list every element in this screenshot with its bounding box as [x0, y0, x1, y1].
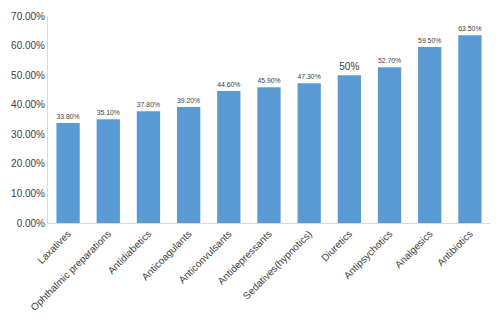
svg-text:Diuretics: Diuretics [319, 228, 354, 263]
svg-text:52.70%: 52.70% [378, 57, 401, 64]
svg-text:37.80%: 37.80% [137, 101, 160, 108]
svg-text:50.00%: 50.00% [11, 70, 45, 81]
svg-text:45.90%: 45.90% [257, 77, 280, 84]
svg-text:10.00%: 10.00% [11, 188, 45, 199]
svg-text:Anticonvulsants: Anticonvulsants [176, 228, 233, 285]
svg-text:70.00%: 70.00% [11, 11, 45, 22]
svg-text:0.00%: 0.00% [17, 218, 45, 229]
svg-text:44.60%: 44.60% [217, 81, 240, 88]
svg-text:Antipsychotics: Antipsychotics [342, 228, 395, 281]
svg-text:33.80%: 33.80% [56, 113, 79, 120]
svg-text:Ophthalmic preparations: Ophthalmic preparations [28, 228, 113, 313]
svg-text:Laxatives: Laxatives [35, 228, 73, 266]
svg-text:Sedatives(hypnotics): Sedatives(hypnotics) [241, 228, 314, 301]
svg-text:Anticoagulants: Anticoagulants [139, 228, 193, 282]
svg-text:50%: 50% [339, 61, 359, 72]
svg-text:Antidepressants: Antidepressants [215, 228, 273, 286]
svg-text:35.10%: 35.10% [97, 109, 120, 116]
svg-text:Antidiabetics: Antidiabetics [106, 228, 154, 276]
svg-text:Antibiotics: Antibiotics [435, 228, 475, 268]
svg-text:20.00%: 20.00% [11, 158, 45, 169]
svg-text:30.00%: 30.00% [11, 129, 45, 140]
svg-text:47.30%: 47.30% [298, 73, 321, 80]
svg-text:39.20%: 39.20% [177, 97, 200, 104]
svg-text:Analgesics: Analgesics [393, 228, 435, 270]
svg-text:60.00%: 60.00% [11, 40, 45, 51]
svg-text:59.50%: 59.50% [418, 37, 441, 44]
svg-text:40.00%: 40.00% [11, 99, 45, 110]
svg-text:63.50%: 63.50% [458, 25, 481, 32]
